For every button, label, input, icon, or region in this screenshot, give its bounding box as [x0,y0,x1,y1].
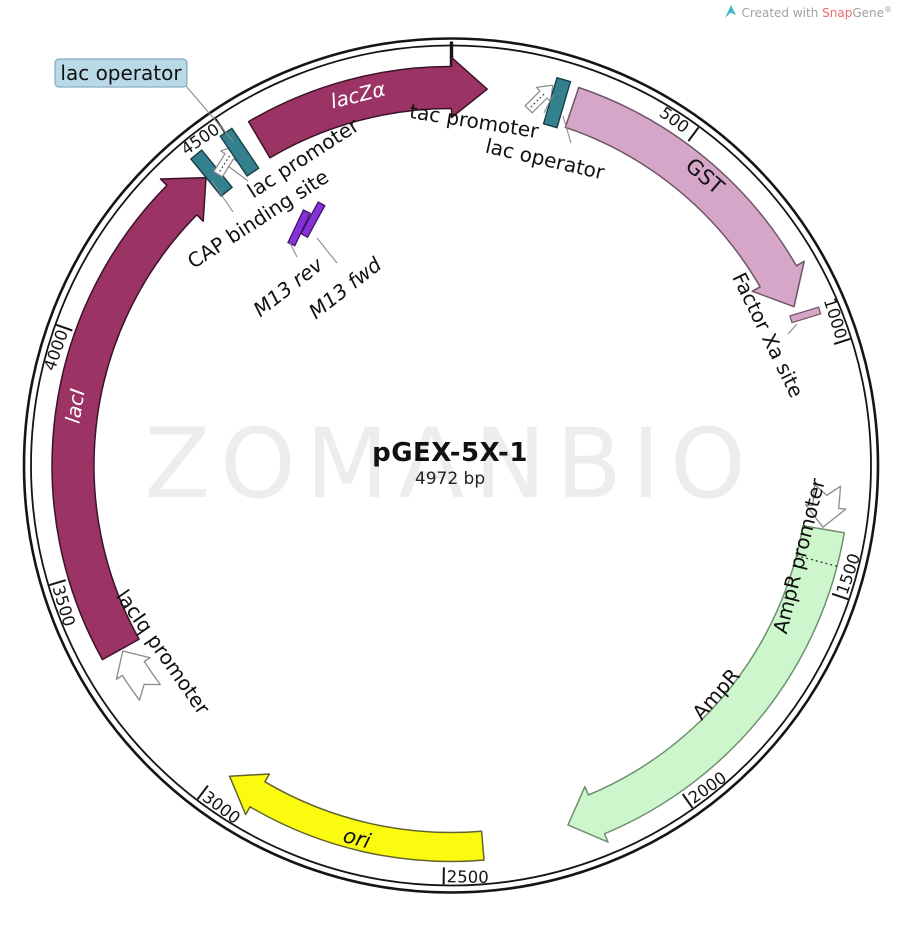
feature-GST[interactable] [564,86,805,308]
callout-line-4 [562,115,572,144]
tick-500 [687,126,700,142]
tick-3000 [196,784,209,800]
feature-AmpR[interactable] [567,524,846,843]
plasmid-name: pGEX-5X-1 [372,438,528,468]
backbone-outer-circle [22,37,880,894]
callout-line-7 [289,242,298,258]
callout-line-6 [316,237,338,264]
tick-3500 [49,579,66,587]
snapgene-logo-icon [724,5,736,18]
watermark: ZOMANBIO [144,408,756,520]
tick-1500 [831,592,849,601]
feature-ori[interactable] [228,773,485,863]
feature-M13-fwd-primer[interactable] [300,201,326,239]
tick-2000 [681,793,694,809]
plasmid-title-block: pGEX-5X-1 4972 bp [0,438,900,489]
plasmid-size: 4972 bp [414,469,486,489]
feature-lac-operator-1[interactable] [542,76,572,129]
callout-line-0 [185,85,234,142]
callout-line-5 [787,323,798,335]
tick-label-2500: 2500 [447,867,489,887]
feature-tac-promoter[interactable] [522,78,560,116]
feature-AmpR-promoter[interactable] [805,484,847,528]
tick-1000 [833,337,851,345]
callout-line-3 [543,94,554,114]
callout-line-2 [211,180,234,213]
feature-lacZalpha[interactable] [247,56,488,159]
feature-AmpR-segment-divider [796,554,838,567]
tick-4000 [55,323,73,332]
feature-factor-xa-site[interactable] [789,306,822,324]
label-laci[interactable]: lacI [60,387,89,425]
label-lac-operator[interactable]: lac operator [483,134,607,185]
svg-text:lac operator: lac operator [60,61,182,85]
highlighted-label-lac-operator[interactable]: lac operator [54,58,188,88]
feature-lacIq-promoter[interactable] [115,650,161,701]
credit-text: Created with SnapGene® [741,4,892,20]
callout-line-1 [227,165,249,182]
snapgene-credit[interactable]: Created with SnapGene® [723,4,892,20]
label-tac-promoter[interactable]: tac promoter [408,99,541,143]
